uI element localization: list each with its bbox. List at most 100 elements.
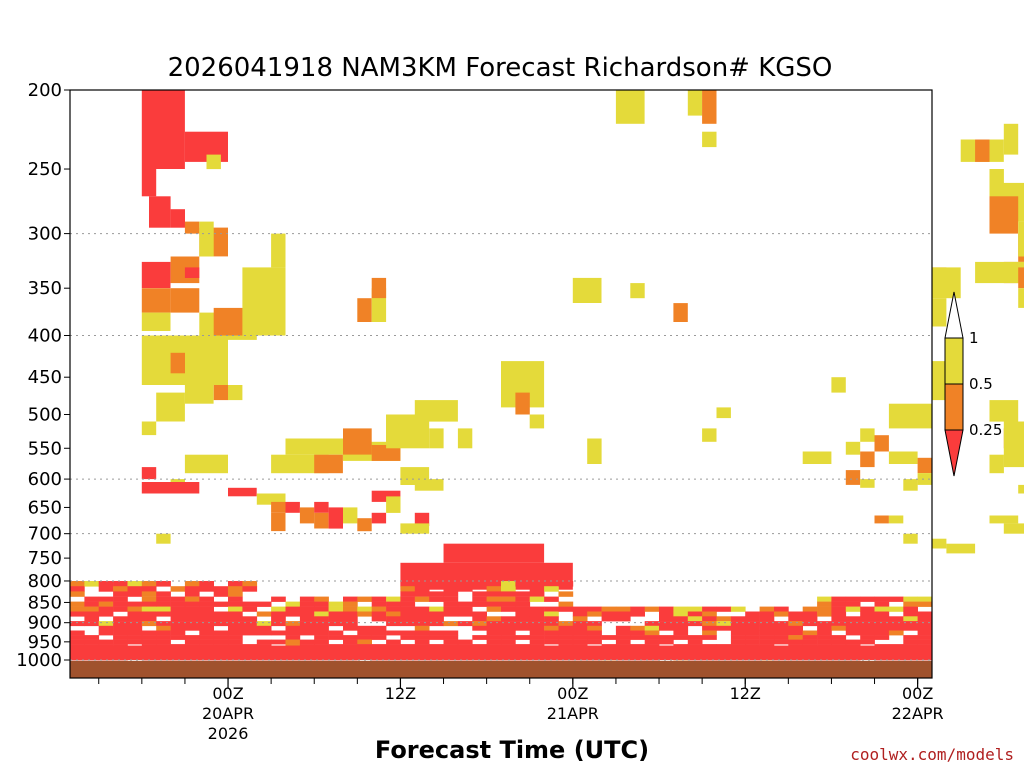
boundary-layer-cell (472, 596, 487, 602)
boundary-layer-cell (84, 639, 100, 645)
boundary-layer-cell (888, 616, 904, 622)
boundary-layer-cell (745, 635, 760, 640)
boundary-layer-cell (501, 586, 516, 592)
boundary-layer-cell (860, 606, 875, 612)
boundary-layer-cell (716, 625, 732, 631)
boundary-layer-cell (558, 621, 574, 627)
boundary-layer-cell (357, 635, 372, 640)
boundary-layer-cell (285, 606, 301, 612)
boundary-layer-cell (228, 639, 243, 645)
boundary-layer-cell (903, 621, 918, 627)
boundary-layer-cell (917, 621, 933, 627)
ri-cell-y (414, 400, 458, 422)
boundary-layer-cell (414, 635, 430, 640)
boundary-layer-cell (357, 611, 372, 617)
boundary-layer-cell (759, 621, 775, 627)
ri-cell-y (989, 515, 1019, 524)
boundary-layer-cell (759, 616, 775, 622)
boundary-layer-cell (774, 630, 789, 636)
ri-cell-y (716, 407, 731, 419)
boundary-layer-cell (515, 611, 531, 617)
boundary-layer-cell (501, 639, 516, 645)
boundary-layer-cell (457, 606, 473, 612)
ri-cell-y (256, 493, 286, 505)
boundary-layer-cell (156, 635, 171, 640)
boundary-layer-cell (702, 606, 717, 612)
boundary-layer-cell (113, 601, 128, 607)
y-tick-label: 750 (28, 548, 62, 569)
colorbar-bin-gt1 (944, 291, 964, 339)
boundary-layer-cell (745, 616, 760, 622)
boundary-layer-cell (314, 625, 329, 631)
y-tick-label: 400 (28, 325, 62, 346)
boundary-layer-cell (615, 611, 631, 617)
boundary-layer-cell (328, 635, 344, 640)
boundary-layer-cell (84, 606, 100, 612)
boundary-layer-cell (845, 630, 861, 636)
boundary-layer-cell (558, 606, 574, 612)
boundary-layer-cell (874, 625, 890, 631)
boundary-layer-cell (817, 625, 832, 631)
boundary-layer-cell (299, 601, 315, 607)
y-tick-label: 900 (28, 613, 62, 634)
boundary-layer-cell (213, 611, 229, 617)
boundary-layer-cell (501, 621, 516, 627)
ri-cell-y (141, 421, 157, 436)
boundary-layer-cell (831, 635, 847, 640)
boundary-layer-cell (874, 635, 890, 640)
ri-cell-o (874, 515, 889, 524)
ri-cell-r (141, 467, 157, 480)
boundary-layer-cell (529, 635, 545, 640)
ri-cell-o (515, 392, 530, 415)
boundary-layer-cell (457, 601, 473, 607)
y-tick-label: 1000 (16, 650, 62, 671)
boundary-layer-cell (601, 611, 617, 617)
ri-cell-r (184, 267, 200, 278)
boundary-layer-cell (113, 596, 128, 602)
boundary-layer-cell (98, 639, 114, 645)
boundary-layer-cell (687, 639, 703, 645)
boundary-layer-cell (630, 611, 645, 617)
boundary-layer-cell (587, 621, 602, 627)
ri-cell-r (149, 196, 171, 228)
boundary-layer-cell (228, 586, 243, 592)
boundary-layer-cell (400, 630, 416, 636)
ri-cell-r (314, 501, 329, 513)
boundary-layer-cell (184, 581, 200, 587)
ri-cell-y (989, 454, 1004, 474)
boundary-layer-cell (314, 630, 329, 636)
boundary-layer-cell (673, 635, 689, 640)
boundary-layer-cell (774, 621, 789, 627)
boundary-layer-cell (788, 616, 803, 622)
boundary-layer-cell (572, 625, 588, 631)
ri-cell-y (932, 385, 947, 401)
ri-cell-y (932, 538, 947, 549)
boundary-layer-cell (888, 621, 904, 627)
boundary-layer-cell (386, 601, 401, 607)
boundary-layer-cell (113, 606, 128, 612)
boundary-layer-cell (343, 635, 358, 640)
boundary-layer-cell (558, 591, 574, 597)
boundary-layer-cell (529, 625, 545, 631)
boundary-layer-cell (817, 606, 832, 612)
boundary-layer-cell (98, 601, 114, 607)
boundary-layer-cell (429, 616, 444, 622)
boundary-layer-cell (615, 625, 631, 631)
ri-cell-y (386, 414, 415, 442)
boundary-layer-cell (501, 616, 516, 622)
boundary-layer-cell (529, 639, 545, 645)
ri-cell-o (845, 470, 861, 485)
boundary-layer-cell (141, 596, 157, 602)
ri-cell-y (975, 261, 1024, 284)
ri-cell-y (702, 428, 717, 442)
boundary-layer-cell (529, 606, 545, 612)
x-tick-label-time: 00Z (902, 684, 933, 703)
y-tick-label: 650 (28, 497, 62, 518)
boundary-layer-cell (314, 606, 329, 612)
boundary-layer-cell (587, 611, 602, 617)
boundary-layer-cell (860, 625, 875, 631)
ri-cell-y (414, 479, 444, 491)
boundary-layer-cell (84, 635, 100, 640)
boundary-layer-cell (501, 601, 516, 607)
boundary-layer-cell (817, 601, 832, 607)
